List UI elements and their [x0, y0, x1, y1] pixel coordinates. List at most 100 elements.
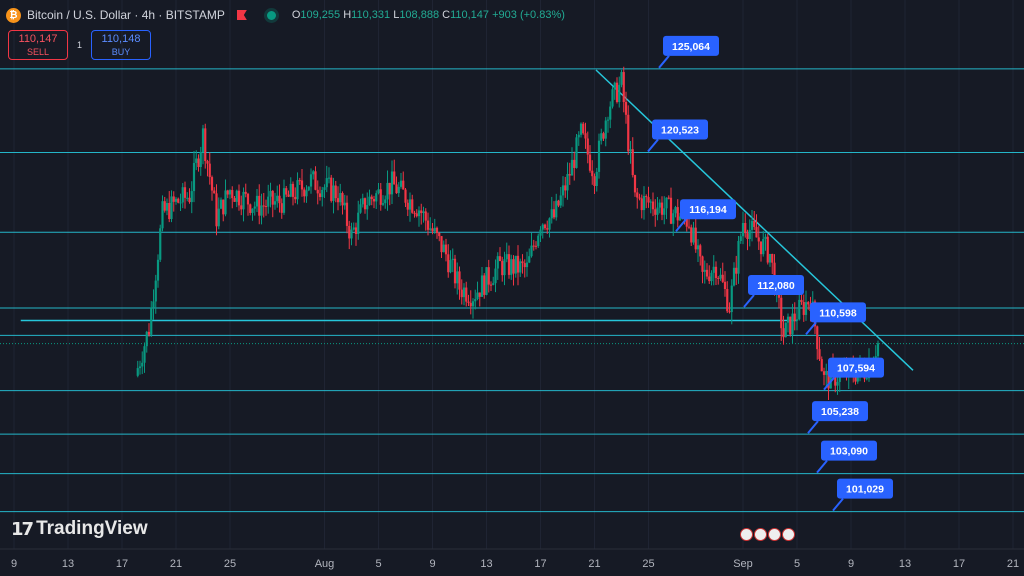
- sell-button[interactable]: 110,147 SELL: [8, 30, 68, 60]
- candle: [676, 207, 679, 221]
- candle: [244, 191, 247, 194]
- candle: [399, 180, 403, 187]
- price-callout-label: 105,238: [821, 406, 859, 418]
- candle: [753, 220, 756, 227]
- x-tick-label: 25: [642, 558, 654, 570]
- candle: [136, 368, 139, 376]
- candle: [719, 274, 722, 279]
- buy-button[interactable]: 110,148 BUY: [91, 30, 151, 60]
- candle: [759, 241, 763, 255]
- spread-value: 1: [77, 40, 83, 50]
- candle: [501, 261, 504, 276]
- buy-price: 110,148: [101, 33, 141, 45]
- us-flag-icon[interactable]: [754, 528, 767, 541]
- x-tick-label: Sep: [733, 558, 753, 570]
- candle: [224, 190, 227, 215]
- candle: [609, 106, 612, 120]
- candle: [627, 114, 630, 152]
- candle: [456, 271, 459, 284]
- candle: [647, 197, 650, 203]
- candle: [372, 199, 376, 202]
- candle: [269, 190, 272, 197]
- candle: [687, 226, 691, 228]
- candle: [591, 170, 594, 177]
- candle: [186, 197, 189, 199]
- candle: [217, 208, 220, 227]
- candle: [271, 190, 274, 205]
- candle: [665, 197, 668, 209]
- candle: [586, 138, 589, 155]
- price-callout: [680, 199, 736, 220]
- candle: [786, 316, 790, 323]
- flag-icon[interactable]: [236, 10, 247, 20]
- candle: [156, 259, 160, 281]
- candle: [793, 313, 796, 321]
- candle: [602, 133, 605, 139]
- candle: [573, 159, 576, 168]
- candle: [640, 198, 643, 211]
- candle: [685, 217, 688, 227]
- callout-pointer: [647, 138, 659, 153]
- candle: [865, 378, 868, 380]
- candle: [150, 307, 153, 335]
- candle: [141, 362, 144, 367]
- price-callout-label: 120,523: [661, 124, 699, 136]
- candle: [467, 301, 470, 303]
- candle: [822, 371, 826, 375]
- tradingview-logo[interactable]: 17 TradingView: [11, 518, 148, 540]
- candle: [179, 202, 182, 204]
- candle: [415, 213, 418, 217]
- candle: [692, 227, 695, 243]
- economic-events[interactable]: [740, 528, 795, 541]
- candle: [222, 199, 225, 215]
- candle: [332, 185, 335, 201]
- candle: [854, 376, 857, 382]
- candle: [462, 287, 466, 298]
- candle: [622, 72, 625, 102]
- candle: [325, 178, 328, 188]
- candle: [285, 188, 288, 195]
- us-flag-icon[interactable]: [782, 528, 795, 541]
- candle: [177, 198, 180, 203]
- candle: [291, 183, 295, 197]
- price-callout-label: 107,594: [837, 363, 875, 375]
- candle: [253, 206, 256, 209]
- candle: [210, 177, 214, 191]
- symbol-header: ₿ Bitcoin / U.S. Dollar · 4h · BITSTAMP …: [6, 4, 565, 26]
- candle: [800, 299, 803, 303]
- candle: [192, 162, 196, 192]
- candle: [476, 292, 479, 300]
- candle: [807, 302, 810, 305]
- us-flag-icon[interactable]: [740, 528, 753, 541]
- candle: [744, 222, 747, 234]
- candle: [341, 193, 344, 206]
- candle: [237, 190, 241, 206]
- candle: [258, 195, 261, 216]
- candle: [604, 120, 607, 139]
- candle: [449, 260, 452, 273]
- candle: [174, 198, 178, 202]
- candle: [190, 191, 193, 203]
- x-tick-label: 21: [588, 558, 600, 570]
- callout-pointer: [816, 460, 828, 474]
- candle: [534, 245, 538, 247]
- candle: [505, 254, 508, 260]
- candle: [530, 245, 533, 257]
- candle: [588, 154, 592, 171]
- candle: [215, 193, 218, 227]
- candle: [361, 198, 364, 205]
- candle: [474, 299, 477, 302]
- candle: [226, 190, 229, 195]
- candle: [816, 326, 819, 350]
- candle: [183, 187, 187, 198]
- symbol-title[interactable]: Bitcoin / U.S. Dollar · 4h · BITSTAMP: [27, 8, 225, 22]
- candle: [206, 161, 209, 164]
- callout-pointer: [658, 55, 670, 69]
- us-flag-icon[interactable]: [768, 528, 781, 541]
- candle: [577, 134, 580, 138]
- candle: [375, 193, 378, 202]
- candle: [537, 235, 540, 247]
- candle: [741, 222, 745, 237]
- candle: [712, 266, 715, 273]
